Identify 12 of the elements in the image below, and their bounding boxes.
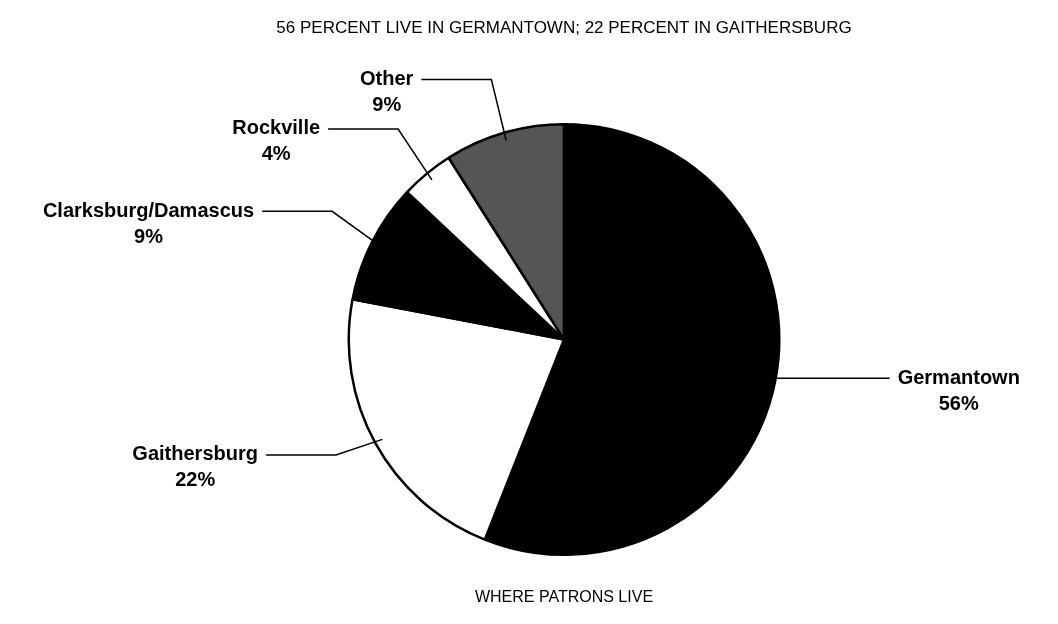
chart-title: 56 PERCENT LIVE IN GERMANTOWN; 22 PERCENT IN GAITHERSBURG <box>276 17 852 37</box>
data-label: 56% <box>938 391 979 414</box>
text: WHERE PATRONS LIVE <box>474 588 654 606</box>
slice-label: Other <box>360 67 414 90</box>
data-label: 9% <box>372 93 402 116</box>
slice-label: Rockville <box>232 116 321 139</box>
slice-label: Germantown <box>897 365 1020 388</box>
data-label: 9% <box>134 224 164 247</box>
slice-label: Clarksburg/Damascus <box>42 198 255 221</box>
data-label: 22% <box>175 468 216 491</box>
slice-label: Gaithersburg <box>132 442 258 465</box>
data-label: 4% <box>261 142 291 165</box>
